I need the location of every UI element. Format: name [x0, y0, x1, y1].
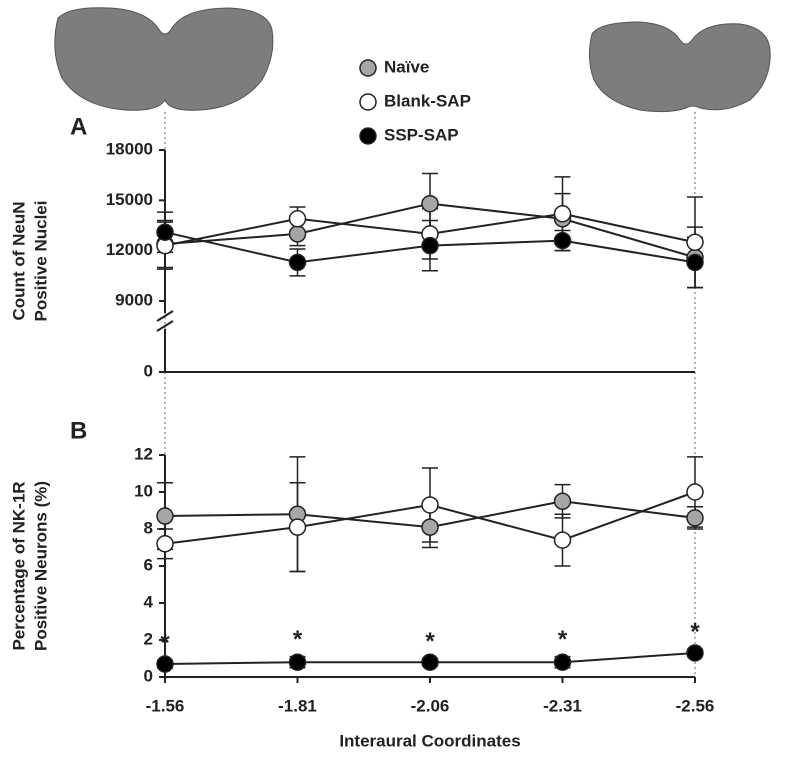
- data-point: [288, 225, 307, 243]
- y-axis-label: Positive Nuclei: [31, 201, 50, 322]
- y-tick-label: 2: [144, 629, 153, 648]
- y-tick-label: 9000: [115, 290, 153, 309]
- data-point: [288, 653, 307, 671]
- data-point: [686, 253, 704, 272]
- data-point: [421, 653, 439, 671]
- data-point: [421, 496, 439, 514]
- x-tick-label: -1.56: [146, 696, 185, 715]
- data-point: [288, 210, 307, 228]
- x-tick-label: -2.06: [411, 696, 450, 715]
- data-point: [686, 644, 704, 662]
- significance-marker: *: [425, 628, 435, 655]
- panel-label: A: [70, 113, 87, 140]
- y-axis-label: Positive Neurons (%): [31, 481, 50, 651]
- y-tick-label: 0: [144, 666, 153, 685]
- y-tick-label: 6: [144, 555, 153, 574]
- y-tick-label: 0: [144, 361, 153, 380]
- x-tick-label: -2.56: [676, 696, 715, 715]
- data-point: [156, 655, 174, 673]
- axis-break: [156, 320, 174, 332]
- legend-marker: [359, 93, 377, 111]
- legend-label: Naïve: [384, 57, 429, 76]
- data-point: [553, 231, 572, 250]
- significance-marker: *: [690, 619, 700, 646]
- data-point: [288, 253, 307, 272]
- data-point: [421, 236, 439, 255]
- data-point: [686, 509, 704, 527]
- significance-marker: *: [293, 626, 303, 653]
- data-point: [686, 233, 704, 252]
- legend-label: SSP-SAP: [384, 125, 459, 144]
- significance-marker: *: [558, 626, 568, 653]
- data-point: [421, 194, 439, 213]
- y-axis-label: Percentage of NK-1R: [9, 481, 28, 650]
- brain-section-left: [54, 7, 274, 111]
- data-point: [156, 535, 174, 553]
- y-tick-label: 12: [134, 444, 153, 463]
- data-point: [553, 531, 572, 549]
- legend-marker: [359, 59, 377, 77]
- y-tick-label: 12000: [106, 240, 153, 259]
- y-tick-label: 4: [144, 592, 154, 611]
- data-point: [553, 205, 572, 223]
- brain-section-right: [588, 21, 771, 113]
- data-point: [156, 507, 174, 525]
- data-point: [156, 223, 174, 241]
- data-point: [553, 492, 572, 510]
- y-tick-label: 10: [134, 481, 153, 500]
- data-point: [288, 518, 307, 536]
- x-tick-label: -1.81: [278, 696, 317, 715]
- y-tick-label: 15000: [106, 190, 153, 209]
- axis-break: [156, 310, 174, 322]
- y-axis-label: Count of NeuN: [9, 202, 28, 321]
- data-point: [686, 483, 704, 501]
- panel-label: B: [70, 417, 87, 444]
- x-tick-label: -2.31: [543, 696, 582, 715]
- y-tick-label: 8: [144, 518, 153, 537]
- data-point: [553, 653, 572, 671]
- x-axis-label: Interaural Coordinates: [339, 731, 520, 750]
- y-tick-label: 18000: [106, 139, 153, 158]
- significance-marker: *: [160, 630, 170, 657]
- legend-label: Blank-SAP: [384, 91, 471, 110]
- data-point: [421, 518, 439, 536]
- legend-marker: [359, 127, 377, 145]
